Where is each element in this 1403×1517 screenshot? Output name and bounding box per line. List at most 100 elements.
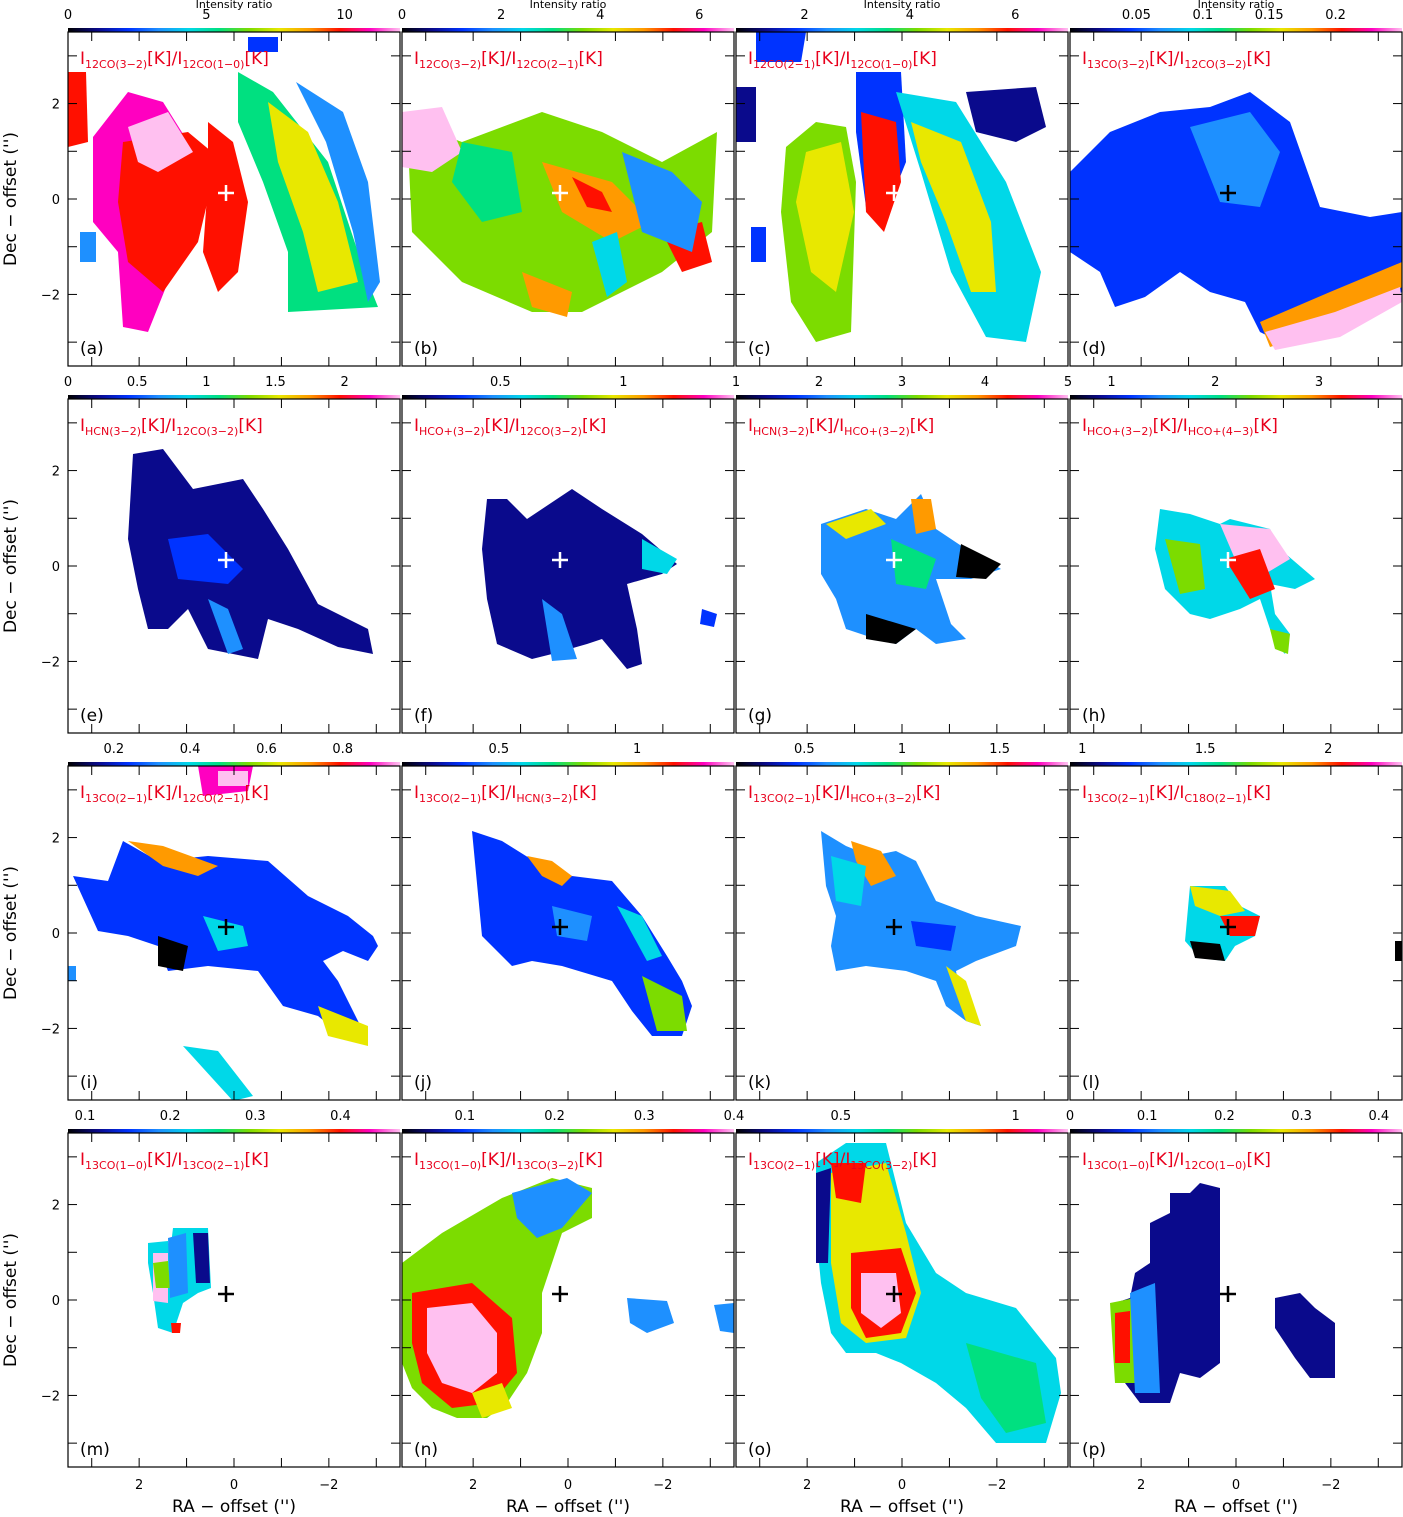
colorbar-tick-label: 0.1 [75, 1109, 96, 1124]
emission-region [218, 771, 248, 786]
x-tick-label: 2 [469, 1478, 477, 1493]
colorbar-tick-label: 3 [898, 375, 906, 390]
x-tick-label: −2 [1321, 1478, 1340, 1493]
colorbar-tick-label: 0.3 [634, 1109, 655, 1124]
colorbar-tick-label: 2 [800, 8, 808, 23]
ratio-map-image [1155, 509, 1315, 654]
ratio-title: I13CO(2−1)[K]/IC18O(2−1)[K] [1082, 783, 1271, 805]
ratio-line-name: 12CO(3−2) [85, 58, 147, 71]
emission-region [861, 1273, 901, 1328]
x-axis-title: RA − offset ('') [840, 1497, 964, 1517]
emission-region [966, 1343, 1046, 1433]
colorbar-tick-label: 4 [981, 375, 989, 390]
ratio-text: I [177, 783, 182, 803]
ratio-title: I13CO(1−0)[K]/I12CO(1−0)[K] [1082, 1150, 1271, 1172]
emission-region [911, 499, 936, 534]
panel-label: (c) [748, 339, 771, 359]
emission-region [118, 132, 218, 292]
emission-region [427, 1303, 497, 1393]
ratio-title: I13CO(3−2)[K]/I12CO(3−2)[K] [1082, 49, 1271, 71]
ratio-text: [K] [147, 783, 171, 803]
emission-region [1220, 524, 1290, 574]
ratio-map-image [821, 494, 1001, 644]
ratio-line-name: 13CO(3−2) [850, 1159, 912, 1172]
emission-region [318, 1006, 368, 1046]
ratio-text: [K] [916, 783, 940, 803]
colorbar-tick-label: 4 [906, 8, 914, 23]
emission-region [208, 599, 243, 654]
colorbar-tick-label: 0.3 [1291, 1109, 1312, 1124]
panel-label: (k) [748, 1073, 771, 1093]
ratio-text: I [414, 1150, 419, 1170]
y-axis-title: Dec − offset ('') [1, 132, 21, 266]
colorbar [402, 395, 734, 399]
ratio-text: I [511, 783, 516, 803]
colorbar [68, 762, 400, 766]
emission-region [128, 112, 193, 172]
ratio-map-image [68, 37, 380, 332]
ratio-text: [K] [481, 783, 505, 803]
colorbar-tick-label: 1 [1107, 375, 1115, 390]
colorbar-tick-label: 0 [398, 8, 406, 23]
ratio-text: [K] [578, 1150, 602, 1170]
colorbar-tick-label: 1 [202, 375, 210, 390]
ratio-title: IHCO+(3−2)[K]/I12CO(3−2)[K] [414, 416, 606, 438]
ratio-map-image [816, 1143, 1061, 1443]
emission-region [128, 449, 373, 659]
emission-region [128, 841, 218, 876]
ratio-text: [K] [912, 1150, 936, 1170]
ratio-line-name: HCO+(3−2) [844, 425, 910, 438]
colorbar-tick-label: 0.3 [245, 1109, 266, 1124]
colorbar-tick-label: 0.8 [332, 742, 353, 757]
ratio-title: I12CO(3−2)[K]/I12CO(2−1)[K] [414, 49, 603, 71]
panel-label: (a) [80, 339, 104, 359]
colorbar-tick-label: 1 [1011, 1109, 1019, 1124]
ratio-text: I [845, 1150, 850, 1170]
ratio-text: I [80, 416, 85, 436]
ratio-map-image [736, 32, 1046, 342]
emission-region [1070, 92, 1402, 342]
panel-label: (o) [748, 1440, 772, 1460]
emission-region [714, 1303, 734, 1333]
ratio-line-name: 13CO(2−1) [753, 792, 815, 805]
emission-region [268, 102, 358, 292]
ratio-text: I [80, 49, 85, 69]
colorbar-tick-label: 1.5 [265, 375, 286, 390]
y-tick-label: 2 [52, 1199, 60, 1214]
ratio-title: I13CO(2−1)[K]/I13CO(3−2)[K] [748, 1150, 937, 1172]
emission-region [80, 232, 96, 262]
ratio-text: [K] [1253, 416, 1277, 436]
ratio-text: I [414, 49, 419, 69]
ratio-line-name: 13CO(2−1) [1087, 792, 1149, 805]
ratio-text: I [515, 416, 520, 436]
x-tick-label: 0 [898, 1478, 906, 1493]
ratio-text: [K] [910, 416, 934, 436]
panel-label: (p) [1082, 1440, 1106, 1460]
colorbar-tick-label: 1 [898, 742, 906, 757]
emission-region [700, 609, 717, 627]
y-tick-label: −2 [41, 655, 60, 670]
colorbar-tick-label: 0 [64, 375, 72, 390]
ratio-text: / [506, 783, 512, 803]
emission-region [1130, 1283, 1160, 1393]
ratio-line-name: 12CO(3−2) [419, 58, 481, 71]
ratio-title: IHCN(3−2)[K]/IHCO+(3−2)[K] [748, 416, 934, 438]
ratio-title: I13CO(2−1)[K]/IHCO+(3−2)[K] [748, 783, 940, 805]
ratio-map-image [402, 1178, 734, 1418]
emission-region [642, 976, 687, 1031]
ratio-title: I13CO(2−1)[K]/IHCN(3−2)[K] [414, 783, 597, 805]
ratio-line-name: HCO+(3−2) [419, 425, 485, 438]
emission-region [831, 856, 866, 906]
colorbar-title: Intensity ratio [530, 0, 607, 11]
colorbar-tick-label: 0.2 [1325, 8, 1346, 23]
ratio-text: / [840, 1150, 846, 1170]
panel-label: (e) [80, 706, 104, 726]
ratio-text: [K] [244, 783, 268, 803]
ratio-map-image [1110, 1183, 1335, 1403]
colorbar-tick-label: 5 [202, 8, 210, 23]
ratio-text: [K] [1246, 1150, 1270, 1170]
